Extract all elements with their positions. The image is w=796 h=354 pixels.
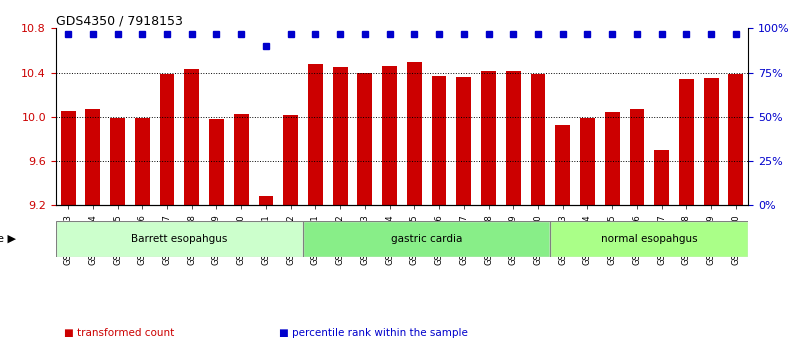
Bar — [56, 221, 303, 257]
Bar — [185, 69, 199, 205]
Bar — [357, 73, 373, 205]
Bar — [605, 113, 619, 205]
Text: gastric cardia: gastric cardia — [391, 234, 462, 244]
Bar — [456, 77, 471, 205]
Bar — [704, 78, 719, 205]
FancyBboxPatch shape — [303, 221, 550, 257]
Text: GDS4350 / 7918153: GDS4350 / 7918153 — [56, 14, 182, 27]
Bar — [630, 109, 645, 205]
Bar — [407, 62, 422, 205]
Bar — [135, 118, 150, 205]
Bar — [159, 74, 174, 205]
Bar — [580, 118, 595, 205]
Text: Barrett esopahgus: Barrett esopahgus — [131, 234, 228, 244]
Bar — [234, 114, 248, 205]
FancyBboxPatch shape — [550, 221, 748, 257]
Text: ■ percentile rank within the sample: ■ percentile rank within the sample — [279, 328, 467, 338]
Bar — [728, 74, 743, 205]
Bar — [259, 196, 273, 205]
Bar — [333, 67, 348, 205]
Bar — [506, 72, 521, 205]
Bar — [110, 118, 125, 205]
Bar — [679, 79, 694, 205]
Text: tissue ▶: tissue ▶ — [0, 234, 16, 244]
Bar — [85, 109, 100, 205]
Bar — [481, 72, 496, 205]
Bar — [431, 76, 447, 205]
Bar — [283, 115, 298, 205]
Text: normal esopahgus: normal esopahgus — [601, 234, 697, 244]
FancyBboxPatch shape — [56, 221, 303, 257]
Bar — [382, 66, 397, 205]
Bar — [60, 111, 76, 205]
Bar — [303, 221, 550, 257]
Bar — [654, 150, 669, 205]
Bar — [531, 74, 545, 205]
Text: ■ transformed count: ■ transformed count — [64, 328, 174, 338]
Bar — [556, 125, 570, 205]
Bar — [308, 64, 323, 205]
Bar — [209, 119, 224, 205]
Bar — [550, 221, 748, 257]
